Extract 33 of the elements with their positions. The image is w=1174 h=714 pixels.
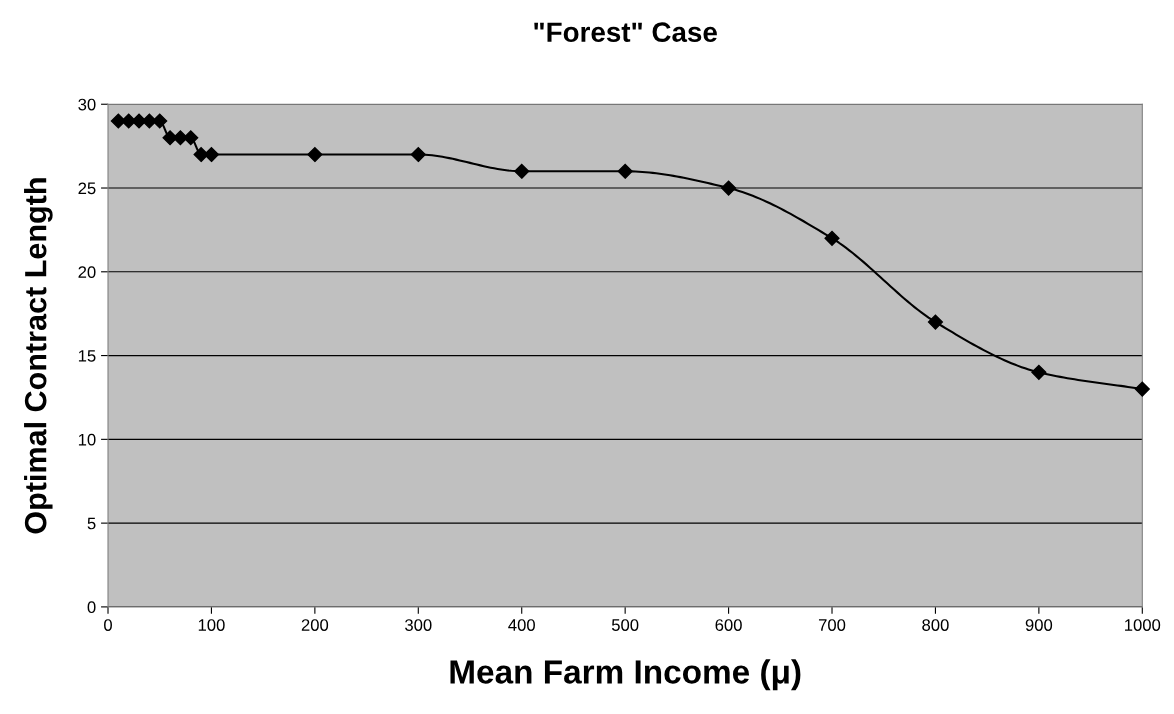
x-tick-label: 500: [611, 619, 639, 631]
point: [307, 146, 323, 163]
x-tick-label: 1000: [1125, 619, 1161, 631]
x-tick-label: 200: [301, 619, 329, 631]
x-axis-title: Mean Farm Income (μ): [450, 659, 801, 691]
y-tick-label: 10: [78, 433, 96, 446]
point: [927, 314, 944, 330]
x-tick-label: 400: [508, 619, 535, 631]
point: [193, 146, 209, 163]
point: [617, 163, 633, 179]
y-axis-title: Optimal Contract Length: [24, 178, 53, 534]
chart-title: "Forest" Case: [534, 22, 717, 43]
point: [514, 163, 530, 179]
x-tick-label: 900: [1025, 619, 1053, 631]
y-tick-label: 5: [87, 517, 96, 530]
x-tick-label: 800: [922, 619, 949, 631]
y-tick-label: 20: [78, 266, 96, 278]
x-tick-label: 300: [405, 619, 432, 631]
y-tick-label: 0: [87, 601, 96, 614]
point: [183, 130, 199, 146]
point: [824, 230, 840, 246]
x-tick-label: 0: [104, 619, 112, 631]
y-tick-label: 30: [78, 98, 96, 111]
x-tick-label: 100: [198, 619, 225, 631]
x-tick-label: 700: [818, 619, 846, 631]
point: [152, 113, 168, 129]
x-tick-label: 600: [715, 619, 742, 631]
point: [721, 180, 737, 196]
y-tick-label: 15: [78, 350, 96, 362]
point: [1134, 381, 1150, 397]
point: [410, 146, 426, 163]
y-tick-label: 25: [78, 182, 96, 195]
point: [1031, 364, 1047, 380]
